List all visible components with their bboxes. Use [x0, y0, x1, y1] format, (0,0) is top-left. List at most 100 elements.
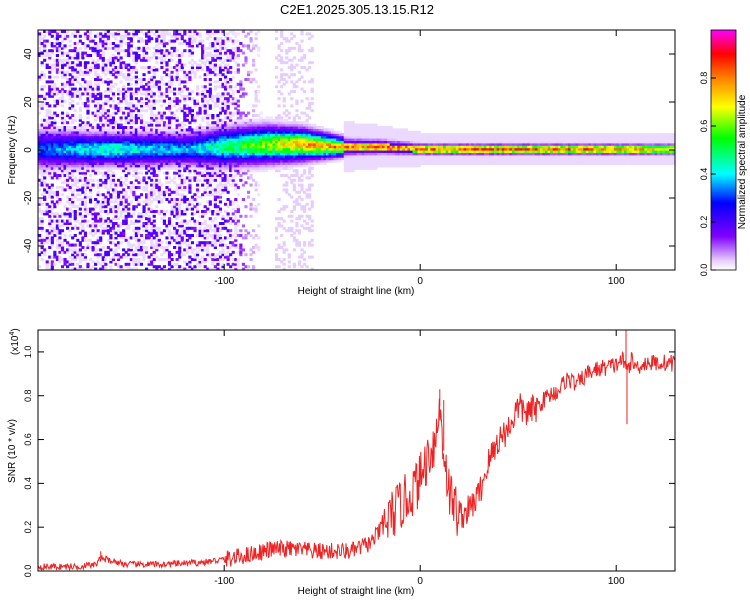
heat-cell	[94, 198, 98, 201]
heat-cell	[68, 202, 72, 206]
heat-cell	[38, 236, 42, 240]
heat-cell	[211, 258, 215, 261]
heat-cell	[274, 121, 279, 125]
heat-cell	[190, 66, 195, 69]
heat-cell	[119, 49, 123, 53]
heat-cell	[218, 106, 223, 110]
heat-cell	[60, 154, 65, 158]
heat-cell	[38, 34, 42, 38]
heat-cell	[152, 54, 156, 57]
heat-cell	[195, 234, 200, 237]
heat-cell	[218, 229, 223, 233]
heat-cell	[91, 126, 95, 129]
heat-cell	[257, 166, 261, 170]
heat-cell	[114, 49, 118, 53]
heat-cell	[78, 171, 82, 175]
heat-cell	[139, 128, 144, 132]
heat-cell	[203, 78, 207, 81]
heat-cell	[116, 46, 121, 50]
heat-cell	[145, 202, 149, 206]
heat-cell	[178, 207, 182, 211]
heat-cell	[150, 109, 154, 113]
heat-cell	[160, 111, 164, 115]
heat-cell	[234, 169, 238, 173]
heat-cell	[124, 30, 128, 33]
heat-cell	[257, 183, 261, 187]
heat-cell	[173, 166, 177, 170]
heat-cell	[94, 214, 98, 218]
heat-cell	[180, 229, 184, 233]
heat-cell	[94, 226, 98, 230]
heat-cell	[175, 258, 179, 261]
heat-cell	[142, 32, 146, 36]
heat-cell	[124, 157, 128, 161]
heat-cell	[88, 130, 93, 134]
heat-cell	[188, 30, 192, 33]
heat-cell	[201, 85, 205, 89]
heat-cell	[83, 255, 88, 259]
heat-cell	[155, 226, 159, 230]
heat-cell	[68, 56, 72, 60]
heat-cell	[63, 135, 67, 139]
heat-cell	[48, 222, 52, 225]
heat-cell	[241, 164, 245, 168]
heat-cell	[165, 210, 169, 213]
heat-cell	[193, 30, 197, 33]
heat-cell	[50, 130, 54, 134]
heat-cell	[280, 157, 284, 161]
heat-cell	[285, 174, 289, 177]
heat-cell	[81, 78, 85, 81]
heat-cell	[147, 169, 151, 173]
heat-cell	[53, 234, 57, 237]
heat-cell	[94, 87, 98, 91]
heat-cell	[45, 265, 49, 269]
heat-cell	[216, 99, 220, 103]
heat-cell	[211, 66, 215, 69]
heat-cell	[137, 253, 141, 257]
heat-cell	[198, 66, 202, 69]
heat-cell	[91, 114, 95, 117]
heat-cell	[137, 231, 141, 235]
heat-cell	[198, 106, 202, 110]
heat-cell	[257, 169, 261, 173]
heat-cell	[48, 231, 52, 235]
heat-cell	[104, 32, 108, 36]
heat-cell	[229, 246, 233, 249]
heat-cell	[216, 49, 220, 53]
heat-cell	[96, 109, 100, 113]
heat-cell	[254, 166, 258, 170]
heat-cell	[175, 222, 179, 225]
heat-cell	[206, 171, 210, 175]
heat-cell	[86, 123, 90, 127]
heat-cell	[249, 150, 253, 153]
heat-cell	[246, 147, 251, 151]
heat-cell	[78, 123, 82, 127]
heat-cell	[213, 157, 217, 161]
heat-cell	[142, 214, 146, 218]
heat-cell	[78, 68, 82, 72]
heat-cell	[147, 162, 151, 165]
heat-cell	[185, 142, 189, 146]
heat-cell	[73, 169, 77, 173]
heat-cell	[50, 202, 54, 206]
heat-cell	[175, 164, 179, 168]
heat-cell	[185, 226, 189, 230]
heat-cell	[229, 147, 233, 151]
heat-cell	[91, 97, 95, 101]
heat-cell	[40, 133, 44, 137]
heat-cell	[137, 260, 141, 264]
heat-cell	[206, 174, 210, 177]
heat-cell	[277, 217, 281, 221]
heat-cell	[198, 92, 202, 96]
heat-cell	[162, 99, 166, 103]
heat-cell	[58, 236, 62, 240]
heat-cell	[124, 214, 128, 218]
heat-cell	[99, 75, 103, 79]
heat-cell	[277, 265, 281, 269]
heat-cell	[132, 193, 136, 197]
heat-cell	[216, 183, 220, 187]
heat-cell	[96, 190, 100, 194]
heat-cell	[134, 70, 138, 74]
heat-cell	[81, 126, 85, 129]
heat-cell	[111, 145, 116, 149]
